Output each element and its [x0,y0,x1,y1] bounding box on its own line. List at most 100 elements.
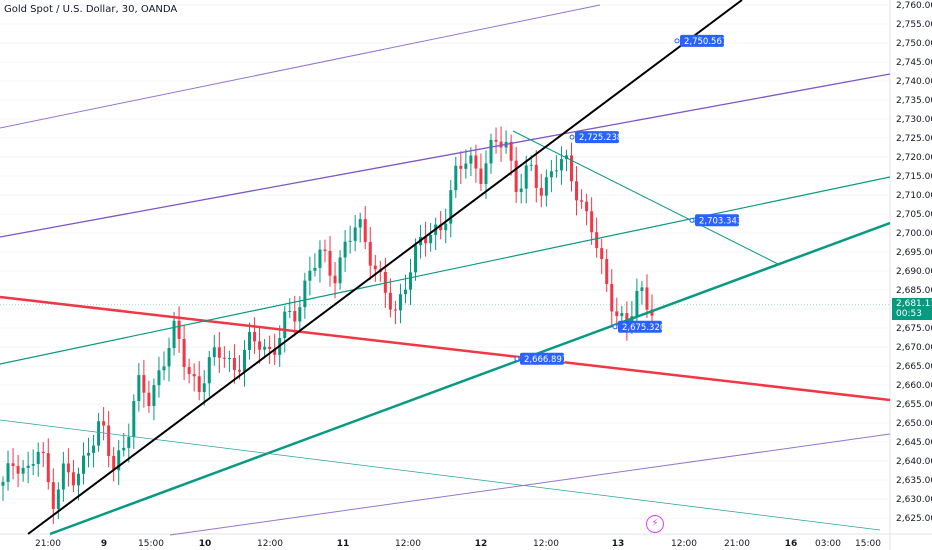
candle-body [358,219,362,228]
candle-body [489,139,493,164]
flag-anchor [689,217,695,223]
candle-body [217,347,221,358]
candle-body [610,283,614,312]
candle-body [474,155,478,169]
x-tick-label: 15:00 [138,539,164,549]
candle-body [232,357,236,370]
candle-body [66,463,70,473]
candle-body [640,287,644,291]
candle-body [393,309,397,311]
y-tick-label: 2,675.000 [896,324,932,334]
y-tick-label: 2,725.000 [896,134,932,144]
y-tick-label: 2,630.000 [896,495,932,505]
flag-anchor [612,324,618,330]
candle-body [353,227,357,241]
candle-body [51,482,55,509]
candle-body [222,357,226,359]
candle-body [71,472,75,486]
candlestick-series [1,126,654,525]
candle-body [650,309,654,316]
candle-body [122,447,126,451]
price-flag [618,320,662,333]
price-flag [680,34,724,47]
candle-body [192,374,196,377]
candle-body [559,159,563,171]
candle-body [459,165,463,169]
y-tick-label: 2,695.000 [896,248,932,258]
y-tick-label: 2,710.000 [896,191,932,201]
candle-body [595,232,599,249]
candle-body [46,453,50,483]
candle-body [323,249,327,251]
candle-body [494,139,498,142]
candle-body [449,190,453,224]
flag-anchor [674,38,680,44]
x-axis: 21:00 9 15:00 10 12:00 11 12:00 12 12:00 13 12:00 2… [35,539,881,549]
x-tick-label: 12:00 [395,539,421,549]
y-tick-label: 2,650.000 [896,419,932,429]
candle-body [499,141,503,148]
candle-body [388,292,392,310]
candle-body [1,481,5,486]
candle-body [41,451,45,454]
candle-body [580,200,584,202]
candle-body [81,455,85,474]
flag-anchor [569,134,575,140]
teal-lower-thin-line [0,419,881,531]
y-tick-label: 2,645.000 [896,438,932,448]
candle-body [469,155,473,164]
candle-body [273,348,277,355]
y-tick-label: 2,660.000 [896,381,932,391]
candle-body [288,310,292,312]
price-flag [520,352,564,365]
candle-body [258,341,262,350]
candle-body [605,259,609,284]
price-flag-label: 2,675.320 [622,323,665,333]
price-flag-label: 2,725.238 [579,133,622,143]
candle-body [107,425,111,456]
countdown: 00:53 [896,309,922,319]
candle-body [182,338,186,368]
candle-body [87,452,91,456]
candle-body [142,375,146,393]
candle-body [61,463,65,490]
candle-body [484,163,488,184]
candle-body [172,320,176,349]
candle-body [600,248,604,260]
y-tick-label: 2,740.000 [896,77,932,87]
candle-body [263,346,267,350]
candle-body [177,320,181,339]
x-tick-label: 13 [612,539,625,549]
candle-body [368,242,372,266]
candle-body [534,164,538,188]
candle-body [112,455,116,471]
current-price-value: 2,681.115 [896,299,932,309]
price-flag-label: 2,750.567 [684,37,727,47]
candle-body [444,223,448,231]
candle-body [318,249,322,268]
y-axis: 2,625.000 2,630.000 2,635.000 2,640.000 2,64… [896,1,932,524]
lightning-icon[interactable]: ⚡ [646,515,664,533]
candle-body [590,211,594,233]
y-tick-label: 2,720.000 [896,153,932,163]
x-tick-label: 03:00 [815,539,841,549]
candle-body [383,272,387,293]
x-tick-label: 11 [337,539,350,549]
candle-body [549,171,553,178]
candle-body [127,437,131,448]
candle-body [328,250,332,276]
candle-body [157,370,161,386]
y-tick-label: 2,730.000 [896,115,932,125]
candle-body [524,165,528,189]
candle-body [248,331,252,350]
red-resistance-line [0,295,891,402]
candle-body [519,188,523,192]
chart-title: Gold Spot / U.S. Dollar, 30, OANDA [4,4,178,15]
candle-body [227,357,231,359]
black-trendline [27,0,743,535]
y-tick-label: 2,705.000 [896,210,932,220]
x-tick-label: 12:00 [671,539,697,549]
x-tick-label: 12:00 [533,539,559,549]
